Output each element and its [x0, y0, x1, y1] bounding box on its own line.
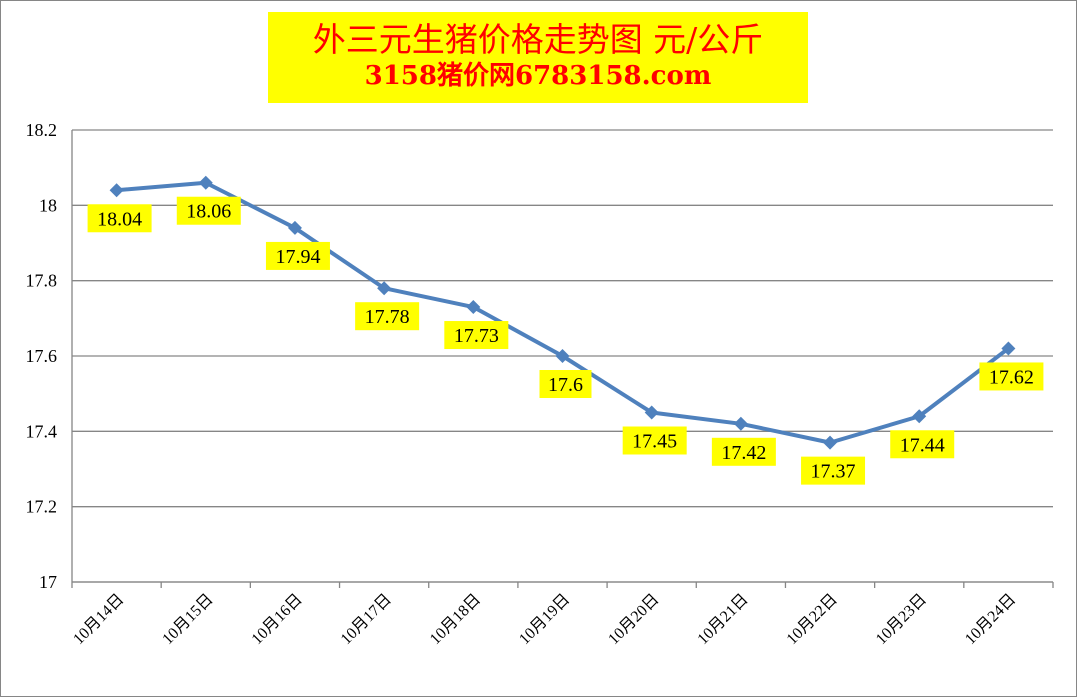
data-label: 17.37	[811, 461, 856, 483]
chart-subtitle: 3158猪价网6783158.com	[364, 61, 712, 91]
data-point-marker	[377, 281, 392, 296]
chart-title-box: 外三元生猪价格走势图 元/公斤 3158猪价网6783158.com	[268, 12, 808, 103]
data-label-bg	[711, 437, 776, 466]
x-tick-label: 10月21日	[694, 591, 751, 648]
data-point-marker	[644, 405, 659, 420]
x-tick-label: 10月16日	[248, 591, 305, 648]
x-tick-label: 10月20日	[605, 591, 662, 648]
chart-title: 外三元生猪价格走势图 元/公斤	[312, 20, 764, 59]
x-tick-label: 10月17日	[338, 591, 395, 648]
data-label: 17.45	[632, 431, 677, 453]
data-label: 17.73	[454, 325, 499, 347]
data-point-marker	[466, 300, 481, 315]
y-tick-label: 17.6	[26, 346, 58, 366]
x-tick-label: 10月19日	[516, 591, 573, 648]
data-label-bg	[801, 456, 866, 485]
y-tick-label: 17.2	[26, 497, 58, 517]
data-label: 17.94	[275, 246, 320, 268]
x-tick-label: 10月18日	[427, 591, 484, 648]
data-label-bg	[890, 430, 955, 459]
data-label: 17.42	[721, 442, 766, 464]
x-tick-label: 10月15日	[159, 591, 216, 648]
data-label-bg	[87, 204, 152, 233]
x-tick-label: 10月22日	[784, 591, 841, 648]
data-point-marker	[733, 416, 748, 431]
data-point-marker	[198, 175, 213, 190]
data-point-marker	[823, 435, 838, 450]
data-label: 17.6	[548, 374, 583, 396]
x-tick-label: 10月23日	[873, 591, 930, 648]
data-label: 18.06	[186, 201, 231, 223]
data-label: 18.04	[97, 208, 142, 230]
data-label: 17.44	[900, 434, 945, 456]
data-point-marker	[109, 183, 124, 198]
data-label: 17.78	[365, 306, 410, 328]
data-point-marker	[287, 220, 302, 235]
data-label-bg	[539, 370, 592, 398]
data-label-bg	[979, 362, 1044, 391]
data-label-bg	[265, 241, 330, 270]
x-tick-label: 10月24日	[962, 591, 1019, 648]
y-tick-label: 17.8	[26, 271, 58, 291]
data-point-marker	[555, 349, 570, 363]
y-tick-label: 18.2	[26, 120, 58, 140]
data-label-bg	[355, 302, 420, 331]
y-tick-label: 18	[39, 195, 57, 215]
data-point-marker	[912, 409, 927, 424]
data-label: 17.62	[989, 366, 1034, 388]
y-tick-label: 17	[39, 572, 57, 592]
x-tick-label: 10月14日	[70, 591, 127, 648]
data-label-bg	[444, 321, 509, 350]
data-label-bg	[622, 426, 687, 455]
y-tick-label: 17.4	[26, 421, 58, 441]
series-line	[116, 180, 1010, 445]
data-point-marker	[1001, 341, 1016, 356]
data-label-bg	[176, 196, 241, 225]
